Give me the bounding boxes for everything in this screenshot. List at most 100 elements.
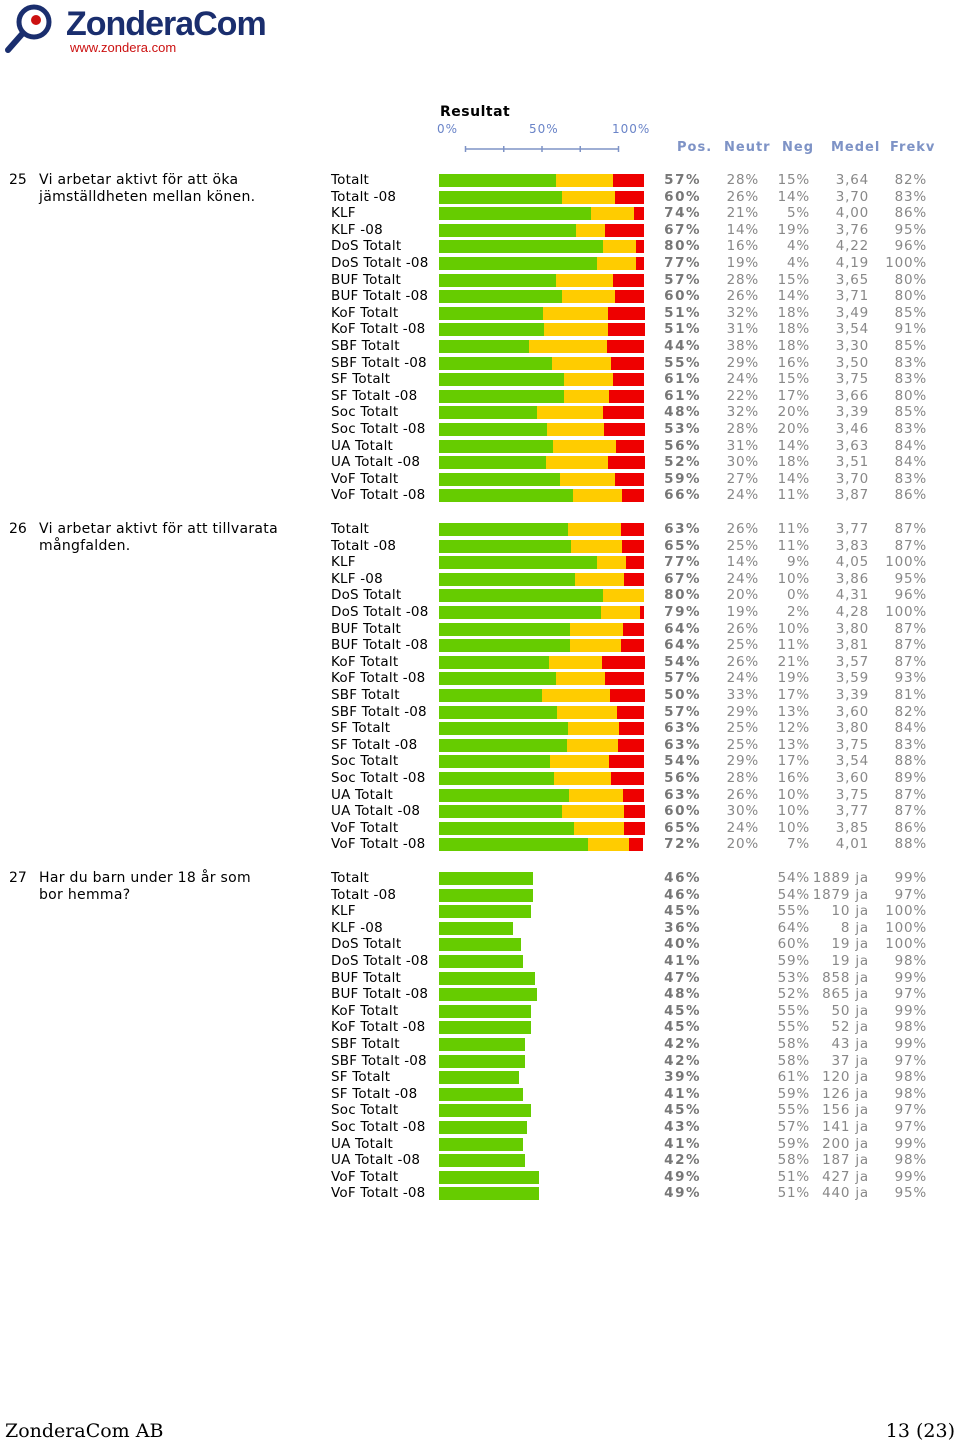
- table-row: SBF Totalt -08 55% 29% 16% 3,50 83%: [0, 355, 960, 371]
- bar-neutral-segment: [552, 356, 611, 370]
- bar-negative-segment: [608, 456, 645, 470]
- bar-negative-segment: [613, 273, 644, 287]
- cell-medel: 3,75: [835, 736, 869, 753]
- bar-positive-segment: [439, 207, 591, 221]
- bar-positive-segment: [439, 1187, 539, 1201]
- cell-frekv: 83%: [894, 188, 927, 205]
- cell-neg: 7%: [786, 836, 810, 853]
- table-row: VoF Totalt 49% 51% 427 ja 99%: [0, 1169, 960, 1185]
- result-bar: [439, 938, 644, 952]
- bar-negative-segment: [623, 788, 644, 802]
- bar-negative-segment: [623, 622, 644, 636]
- bar-neutral-segment: [554, 772, 611, 785]
- result-bar: [439, 772, 644, 785]
- cell-neg: 9%: [786, 554, 810, 571]
- table-row: KLF 45% 55% 10 ja 100%: [0, 903, 960, 919]
- result-bar: [439, 273, 644, 287]
- result-bar: [439, 888, 644, 902]
- table-row: BUF Totalt 47% 53% 858 ja 99%: [0, 970, 960, 986]
- row-label: Soc Totalt: [331, 404, 399, 421]
- bar-positive-segment: [439, 257, 597, 270]
- result-bar: [439, 406, 644, 420]
- bar-positive-segment: [439, 439, 553, 453]
- bar-neutral-segment: [574, 821, 624, 835]
- cell-frekv: 93%: [894, 670, 927, 687]
- cell-pos: 57%: [664, 670, 701, 687]
- bar-positive-segment: [439, 788, 569, 802]
- cell-pos: 50%: [664, 687, 701, 703]
- table-row: Totalt 57% 28% 15% 3,64 82%: [0, 172, 960, 188]
- scale-tick-100: 100%: [612, 122, 651, 136]
- cell-medel: 865 ja: [822, 986, 869, 1003]
- row-label: SF Totalt: [331, 720, 391, 737]
- cell-medel: 3,49: [835, 304, 869, 321]
- result-bar: [439, 971, 644, 985]
- row-label: VoF Totalt: [331, 819, 399, 836]
- cell-frekv: 88%: [894, 753, 927, 770]
- table-row: SF Totalt 61% 24% 15% 3,75 83%: [0, 371, 960, 387]
- cell-neg: 55%: [777, 1019, 810, 1036]
- bar-positive-segment: [439, 888, 533, 902]
- row-label: SF Totalt -08: [331, 387, 418, 404]
- cell-pos: 41%: [664, 1135, 701, 1152]
- cell-neutr: 32%: [726, 304, 759, 321]
- result-bar: [439, 589, 644, 603]
- bar-negative-segment: [609, 389, 644, 403]
- cell-medel: 440 ja: [822, 1185, 869, 1202]
- cell-neg: 57%: [777, 1119, 810, 1135]
- cell-pos: 42%: [664, 1036, 701, 1052]
- bar-positive-segment: [439, 672, 556, 686]
- result-bar: [439, 905, 644, 919]
- cell-neutr: 31%: [726, 437, 759, 454]
- cell-frekv: 100%: [885, 919, 927, 936]
- cell-neg: 11%: [777, 637, 810, 654]
- cell-pos: 72%: [664, 836, 701, 853]
- bar-positive-segment: [439, 722, 568, 736]
- result-bar: [439, 788, 644, 802]
- table-row: UA Totalt -08 42% 58% 187 ja 98%: [0, 1152, 960, 1168]
- cell-neutr: 20%: [726, 836, 759, 853]
- cell-neutr: 14%: [726, 221, 759, 238]
- cell-neg: 14%: [777, 288, 810, 305]
- cell-neg: 51%: [777, 1168, 810, 1185]
- result-bar: [439, 655, 645, 669]
- footer-company: ZonderaCom AB: [5, 1420, 164, 1442]
- cell-medel: 4,19: [835, 255, 869, 271]
- cell-neg: 21%: [777, 653, 810, 670]
- cell-neg: 16%: [777, 770, 810, 786]
- row-label: KLF: [331, 554, 356, 571]
- cell-neg: 58%: [777, 1052, 810, 1069]
- result-bar: [439, 755, 644, 769]
- cell-pos: 63%: [664, 720, 701, 737]
- cell-neutr: 38%: [726, 338, 759, 354]
- cell-pos: 46%: [664, 886, 701, 903]
- cell-frekv: 99%: [894, 969, 927, 986]
- bar-neutral-segment: [603, 589, 644, 603]
- cell-pos: 45%: [664, 1002, 701, 1019]
- cell-frekv: 91%: [894, 321, 927, 338]
- cell-neg: 10%: [777, 620, 810, 637]
- bar-positive-segment: [439, 556, 597, 570]
- cell-neg: 14%: [777, 188, 810, 205]
- cell-frekv: 86%: [894, 205, 927, 222]
- bar-neutral-segment: [546, 456, 608, 470]
- bar-neutral-segment: [537, 406, 603, 420]
- cell-neutr: 29%: [726, 354, 759, 371]
- cell-neutr: 25%: [726, 736, 759, 753]
- cell-neutr: 24%: [726, 670, 759, 687]
- table-row: KLF 74% 21% 5% 4,00 86%: [0, 205, 960, 221]
- cell-medel: 3,30: [835, 338, 869, 354]
- bar-positive-segment: [439, 273, 556, 287]
- result-bar: [439, 1087, 644, 1101]
- cell-frekv: 87%: [894, 786, 927, 803]
- row-label: KoF Totalt: [331, 1002, 399, 1019]
- cell-pos: 60%: [664, 288, 701, 305]
- scale-tick-0: 0%: [437, 122, 459, 136]
- cell-neutr: 26%: [726, 786, 759, 803]
- bar-negative-segment: [636, 240, 644, 254]
- bar-neutral-segment: [543, 306, 608, 320]
- cell-medel: 50 ja: [831, 1002, 869, 1019]
- cell-medel: 4,22: [835, 238, 869, 255]
- cell-medel: 126 ja: [822, 1085, 869, 1102]
- table-row: SBF Totalt 44% 38% 18% 3,30 85%: [0, 338, 960, 354]
